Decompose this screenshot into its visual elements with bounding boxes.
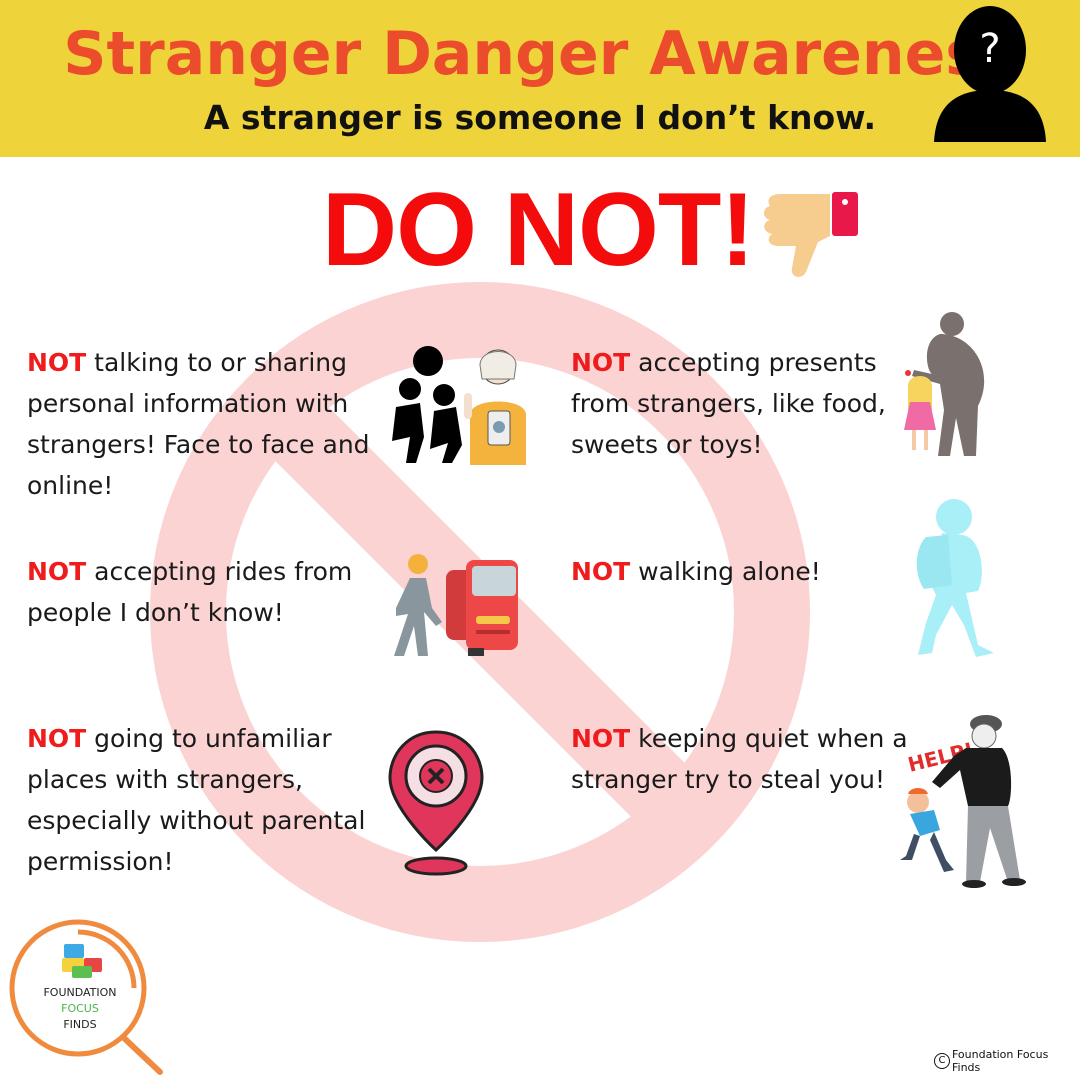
rule-item-4: NOT walking alone!: [571, 551, 901, 592]
rule-text: walking alone!: [630, 557, 821, 586]
copyright-symbol: C: [934, 1053, 950, 1069]
rule-item-2: NOT accepting presents from strangers, l…: [571, 342, 901, 465]
rule-item-1: NOT talking to or sharing personal infor…: [27, 342, 392, 506]
child-walking-alone-icon: [916, 499, 994, 657]
question-mark: ?: [979, 26, 1000, 72]
rule-text: going to unfamiliar places with stranger…: [27, 724, 366, 876]
rule-keyword: NOT: [571, 724, 631, 753]
copyright-text: Foundation Focus Finds: [951, 1048, 1049, 1074]
talking-people-icon: [392, 346, 526, 465]
rule-keyword: NOT: [27, 724, 87, 753]
rule-keyword: NOT: [571, 348, 631, 377]
rule-keyword: NOT: [27, 348, 87, 377]
rule-keyword: NOT: [27, 557, 87, 586]
copyright-notice: C Foundation Focus Finds: [934, 1048, 1080, 1074]
rule-item-5: NOT going to unfamiliar places with stra…: [27, 718, 392, 882]
rule-text: talking to or sharing personal informati…: [27, 348, 370, 500]
header-banner: Stranger Danger Awareness A stranger is …: [0, 0, 1080, 157]
person-and-car-icon: [394, 554, 518, 656]
rule-keyword: NOT: [571, 557, 631, 586]
logo-line-1: FOUNDATION: [43, 986, 117, 999]
stranger-grabbing-child-icon: HELP!: [900, 715, 1026, 888]
rule-item-6: NOT keeping quiet when a stranger try to…: [571, 718, 931, 800]
do-not-headline: DO NOT!: [322, 172, 755, 288]
rule-text: accepting presents from strangers, like …: [571, 348, 886, 459]
person-question-icon: ?: [934, 6, 1046, 142]
page-title: Stranger Danger Awareness: [63, 19, 1017, 89]
rule-text: accepting rides from people I don’t know…: [27, 557, 353, 627]
rule-text: keeping quiet when a stranger try to ste…: [571, 724, 908, 794]
rule-item-3: NOT accepting rides from people I don’t …: [27, 551, 387, 633]
magnifier-blocks-icon: [9, 919, 163, 1075]
foundation-focus-finds-logo: FOUNDATION FOCUS FINDS: [6, 916, 166, 1076]
location-pin-x-icon: [388, 730, 484, 876]
logo-line-3: FINDS: [63, 1018, 97, 1031]
thumbs-down-icon: [764, 192, 858, 277]
stranger-offering-child-icon: [904, 312, 985, 456]
logo-line-2: FOCUS: [61, 1002, 99, 1015]
page-subtitle: A stranger is someone I don’t know.: [203, 98, 877, 137]
